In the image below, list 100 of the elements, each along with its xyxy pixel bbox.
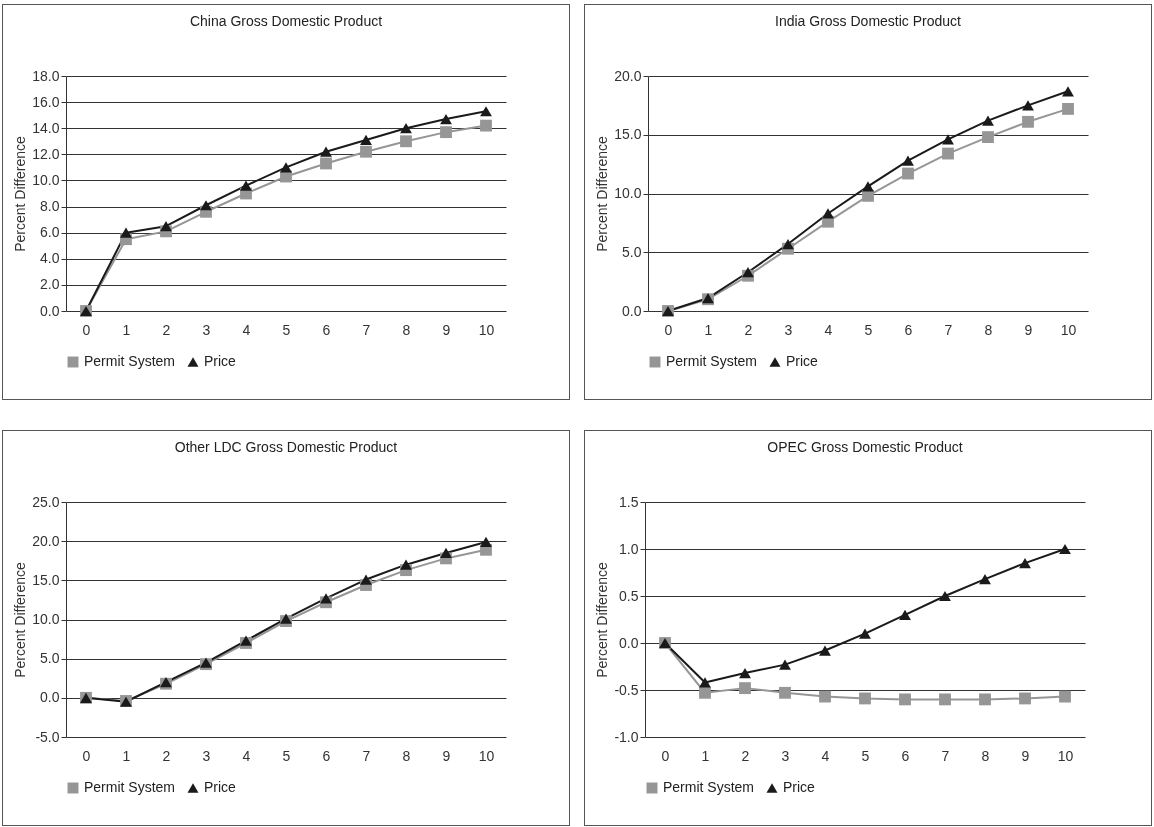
point — [480, 536, 492, 548]
x-tick-label: 10 — [478, 321, 495, 338]
point — [200, 200, 212, 211]
point — [902, 167, 914, 180]
x-tick-label: 0 — [664, 321, 673, 338]
point — [819, 645, 831, 656]
point — [1019, 692, 1031, 705]
x-tick-label: 9 — [1021, 747, 1030, 764]
legend-label: Price — [786, 353, 819, 369]
x-tick-label: 4 — [824, 321, 833, 338]
point — [859, 692, 871, 705]
y-tick-label: -0.5 — [614, 681, 639, 698]
point — [782, 238, 794, 250]
point — [699, 686, 711, 699]
point — [280, 162, 292, 173]
y-tick-label: 16.0 — [32, 93, 60, 110]
x-tick-label: 8 — [981, 747, 990, 764]
point — [440, 113, 452, 125]
y-axis-title: Percent Difference — [12, 135, 29, 252]
x-tick-label: 6 — [904, 321, 913, 338]
point — [1059, 690, 1071, 703]
y-tick-label: 10.0 — [614, 185, 642, 201]
point — [862, 181, 874, 192]
x-tick-label: 8 — [402, 321, 411, 338]
y-tick-label: 0.5 — [619, 587, 639, 604]
point — [899, 609, 911, 620]
x-tick-label: 2 — [162, 747, 171, 764]
x-tick-label: 1 — [122, 321, 131, 338]
point — [400, 135, 412, 148]
point — [939, 693, 951, 706]
y-axis-title: Percent Difference — [12, 561, 29, 678]
point — [160, 221, 172, 232]
y-tick-label: 0.0 — [40, 689, 60, 706]
y-tick-label: 1.5 — [619, 493, 639, 510]
legend-label: Price — [783, 779, 816, 795]
x-tick-label: 8 — [402, 747, 411, 764]
y-tick-label: 10.0 — [32, 171, 60, 188]
y-tick-label: 8.0 — [40, 198, 60, 215]
point — [240, 180, 252, 191]
point — [480, 119, 492, 132]
point — [982, 131, 994, 144]
y-tick-label: 2.0 — [40, 276, 60, 293]
legend-label: Permit System — [663, 779, 755, 795]
y-tick-label: 0.0 — [619, 634, 639, 651]
point — [942, 134, 954, 145]
x-tick-label: 3 — [781, 747, 790, 764]
legend-label: Price — [204, 779, 237, 795]
point — [939, 590, 951, 602]
x-tick-label: 6 — [322, 321, 331, 338]
x-tick-label: 4 — [242, 747, 251, 764]
point — [982, 115, 994, 126]
y-tick-label: 4.0 — [40, 250, 60, 267]
x-tick-label: 10 — [1060, 321, 1077, 338]
point — [822, 208, 834, 219]
y-axis-title: Percent Difference — [594, 561, 611, 678]
point — [902, 155, 914, 166]
y-tick-label: 5.0 — [40, 650, 60, 667]
y-tick-label: 20.0 — [614, 67, 642, 84]
y-tick-label: 1.0 — [619, 540, 639, 557]
x-tick-label: 5 — [864, 321, 873, 338]
point — [1059, 543, 1071, 555]
y-tick-label: 6.0 — [40, 224, 60, 241]
x-tick-label: 3 — [202, 747, 211, 764]
x-tick-label: 7 — [362, 747, 371, 764]
y-tick-label: 15.0 — [614, 126, 642, 143]
y-tick-label: 10.0 — [32, 611, 60, 627]
x-tick-label: 4 — [242, 321, 251, 338]
y-tick-label: 15.0 — [32, 571, 60, 588]
point — [979, 693, 991, 706]
chart-title: Other LDC Gross Domestic Product — [174, 439, 398, 455]
point — [699, 677, 711, 688]
point — [1062, 102, 1074, 115]
point — [739, 682, 751, 695]
point — [400, 559, 412, 570]
point — [320, 157, 332, 170]
x-tick-label: 2 — [162, 321, 171, 338]
point — [742, 267, 754, 278]
x-tick-label: 0 — [82, 747, 91, 764]
x-tick-label: 3 — [784, 321, 793, 338]
point — [739, 667, 751, 679]
x-tick-label: 7 — [944, 321, 953, 338]
point — [440, 126, 452, 139]
x-tick-label: 5 — [282, 321, 291, 338]
x-tick-label: 0 — [661, 747, 670, 764]
point — [320, 146, 332, 157]
point — [942, 147, 954, 160]
x-tick-label: 1 — [704, 321, 713, 338]
legend-label: Permit System — [84, 353, 176, 369]
y-axis-title: Percent Difference — [594, 135, 611, 252]
point — [480, 106, 492, 117]
y-tick-label: 0.0 — [622, 302, 642, 319]
point — [360, 145, 372, 158]
point — [120, 227, 132, 238]
x-tick-label: 9 — [442, 321, 451, 338]
y-tick-label: 5.0 — [622, 243, 642, 260]
x-tick-label: 2 — [744, 321, 753, 338]
x-tick-label: 0 — [82, 321, 91, 338]
x-tick-label: 7 — [362, 321, 371, 338]
x-tick-label: 9 — [442, 747, 451, 764]
point — [440, 547, 452, 559]
